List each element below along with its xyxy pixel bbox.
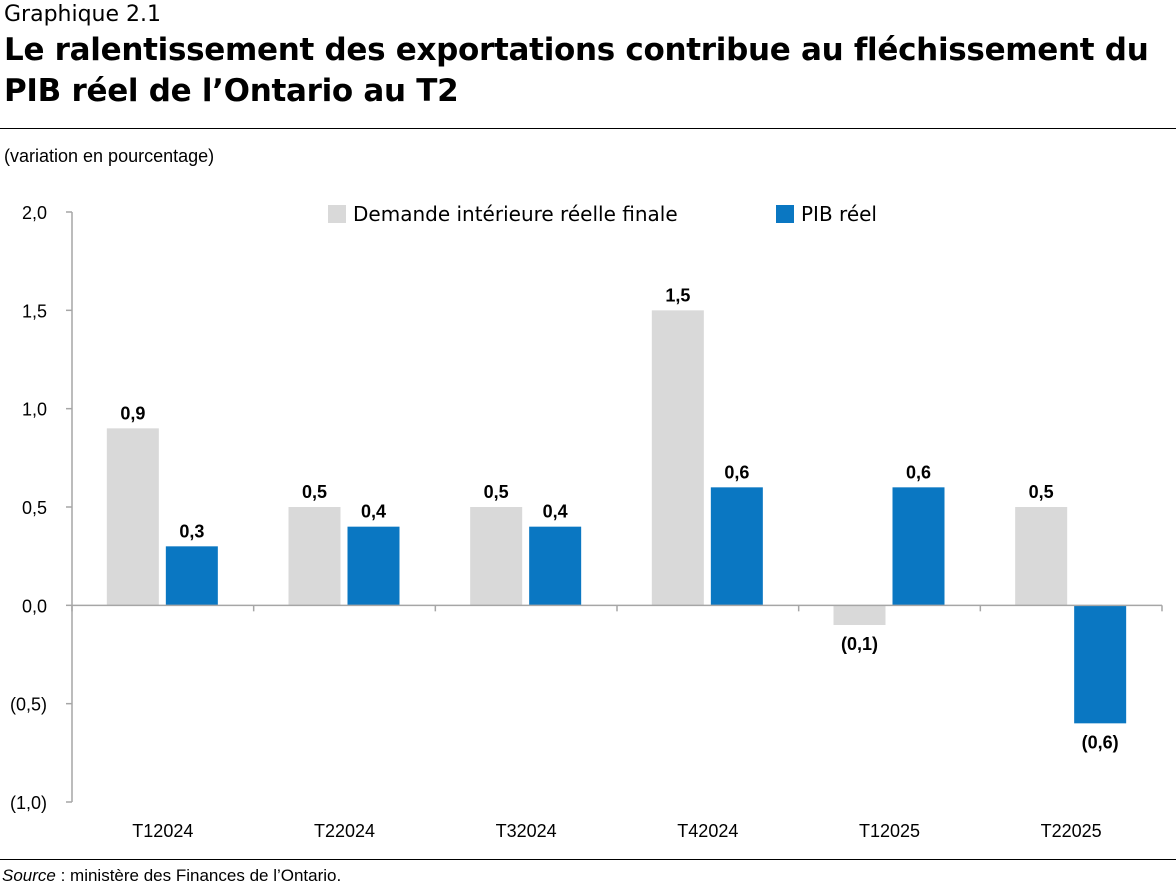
source-divider — [0, 859, 1176, 860]
x-tick-label: T12024 — [132, 821, 193, 841]
x-tick-label: T42024 — [677, 821, 738, 841]
bar-pib — [710, 487, 763, 606]
y-tick-label: 2,0 — [22, 203, 47, 223]
bar-pib — [529, 526, 582, 606]
y-tick-label: 0,0 — [22, 596, 47, 616]
y-axis-unit: (variation en pourcentage) — [4, 146, 215, 166]
chart-supertitle: Graphique 2.1 — [4, 2, 162, 27]
data-label: 0,5 — [484, 482, 509, 502]
data-label: (0,1) — [841, 634, 878, 654]
bar-pib — [892, 487, 945, 606]
x-tick-label: T22024 — [314, 821, 375, 841]
legend-swatch — [328, 205, 346, 223]
bar-pib — [347, 526, 400, 606]
data-label: 0,4 — [543, 502, 568, 522]
data-label: 0,5 — [302, 482, 327, 502]
source-text: : ministère des Finances de l’Ontario. — [55, 866, 342, 885]
bar-demande — [651, 310, 704, 606]
data-label: 0,4 — [361, 502, 386, 522]
legend-label: Demande intérieure réelle finale — [353, 202, 678, 226]
title-divider — [0, 128, 1176, 129]
y-tick-label: 1,5 — [22, 301, 47, 321]
data-label: 0,5 — [1029, 482, 1054, 502]
bar-demande — [106, 428, 159, 606]
bar-pib — [1074, 605, 1127, 724]
data-label: 0,3 — [179, 521, 204, 541]
bar-pib — [165, 546, 218, 606]
bar-demande — [833, 605, 886, 625]
source-note: Source : ministère des Finances de l’Ont… — [2, 866, 341, 886]
source-label: Source — [2, 866, 56, 885]
y-tick-label: 0,5 — [22, 498, 47, 518]
x-tick-label: T32024 — [496, 821, 557, 841]
data-label: 0,6 — [906, 462, 931, 482]
y-tick-label: (1,0) — [10, 793, 47, 813]
x-tick-label: T22025 — [1041, 821, 1102, 841]
bar-demande — [1015, 507, 1068, 606]
legend-swatch — [776, 205, 794, 223]
data-label: 0,6 — [724, 462, 749, 482]
data-label: (0,6) — [1082, 732, 1119, 752]
y-tick-label: 1,0 — [22, 400, 47, 420]
x-tick-label: T12025 — [859, 821, 920, 841]
data-label: 0,9 — [120, 403, 145, 423]
bar-demande — [470, 507, 523, 606]
chart-title: Le ralentissement des exportations contr… — [4, 32, 1149, 109]
bar-chart: 2,0 1,5 1,0 0,5 0,0 (0,5) (1,0) 0,9 0,3 T12024 0,5… — [10, 202, 1163, 841]
bar-demande — [288, 507, 341, 606]
y-tick-label: (0,5) — [10, 695, 47, 715]
legend-label: PIB réel — [801, 202, 877, 226]
data-label: 1,5 — [665, 285, 690, 305]
